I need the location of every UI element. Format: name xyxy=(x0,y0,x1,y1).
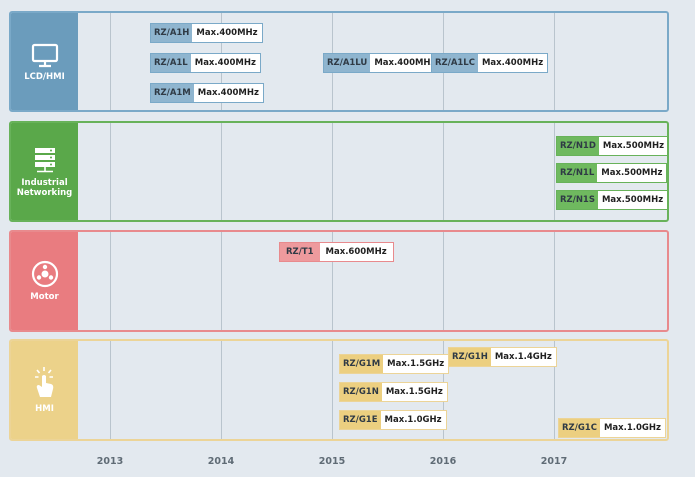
chip-rz-g1n[interactable]: RZ/G1N Max.1.5GHz xyxy=(339,382,448,402)
chip-spec: Max.500MHz xyxy=(598,137,667,155)
year-label: 2017 xyxy=(540,456,568,467)
chip-rz-n1d[interactable]: RZ/N1D Max.500MHz xyxy=(556,136,667,156)
year-label: 2014 xyxy=(207,456,235,467)
chip-name: RZ/G1N xyxy=(340,383,382,401)
chip-spec: Max.400MHz xyxy=(477,54,548,72)
chip-name: RZ/G1E xyxy=(340,411,381,429)
chip-name: RZ/N1D xyxy=(557,137,599,155)
chip-rz-g1h[interactable]: RZ/G1H Max.1.4GHz xyxy=(448,347,557,367)
year-label: 2015 xyxy=(318,456,346,467)
chip-spec: Max.1.5GHz xyxy=(383,355,449,373)
chip-rz-a1l[interactable]: RZ/A1L Max.400MHz xyxy=(150,53,261,73)
chip-name: RZ/T1 xyxy=(280,243,320,261)
motor-icon xyxy=(31,260,59,288)
chip-spec: Max.500MHz xyxy=(597,191,667,209)
chip-name: RZ/N1S xyxy=(557,191,598,209)
band-lcd-hmi: LCD/HMI RZ/A1H Max.400MHz RZ/A1L Max.400… xyxy=(9,11,669,112)
chip-rz-n1l[interactable]: RZ/N1L Max.500MHz xyxy=(556,163,667,183)
chip-name: RZ/G1C xyxy=(559,419,600,437)
band-label: Motor xyxy=(30,292,59,302)
band-industrial-networking-header: Industrial Networking xyxy=(11,123,78,220)
chip-rz-g1c[interactable]: RZ/G1C Max.1.0GHz xyxy=(558,418,666,438)
chip-spec: Max.1.4GHz xyxy=(490,348,556,366)
chip-rz-n1s[interactable]: RZ/N1S Max.500MHz xyxy=(556,190,667,210)
chip-name: RZ/A1L xyxy=(151,54,191,72)
chip-name: RZ/G1H xyxy=(449,348,491,366)
chip-spec: Max.400MHz xyxy=(192,24,262,42)
chip-rz-a1m[interactable]: RZ/A1M Max.400MHz xyxy=(150,83,264,103)
chip-spec: Max.400MHz xyxy=(370,54,440,72)
chip-rz-g1e[interactable]: RZ/G1E Max.1.0GHz xyxy=(339,410,447,430)
chip-name: RZ/N1L xyxy=(557,164,598,182)
band-hmi: HMI RZ/G1M Max.1.5GHz RZ/G1N Max.1.5GHz … xyxy=(9,339,669,441)
band-industrial-networking: Industrial Networking RZ/N1D Max.500MHz … xyxy=(9,121,669,222)
chip-spec: Max.400MHz xyxy=(190,54,260,72)
chip-spec: Max.400MHz xyxy=(193,84,263,102)
chip-spec: Max.1.0GHz xyxy=(380,411,446,429)
chip-name: RZ/G1M xyxy=(340,355,384,373)
year-label: 2016 xyxy=(429,456,457,467)
chip-spec: Max.1.0GHz xyxy=(599,419,665,437)
band-hmi-header: HMI xyxy=(11,341,78,439)
server-icon xyxy=(32,146,58,174)
chip-name: RZ/A1H xyxy=(151,24,193,42)
chip-rz-a1h[interactable]: RZ/A1H Max.400MHz xyxy=(150,23,263,43)
chip-rz-g1m[interactable]: RZ/G1M Max.1.5GHz xyxy=(339,354,450,374)
band-label: Industrial Networking xyxy=(16,177,73,198)
band-label: LCD/HMI xyxy=(24,71,65,82)
chip-name: RZ/A1LU xyxy=(324,54,371,72)
band-motor-header: Motor xyxy=(11,232,78,330)
chip-name: RZ/A1M xyxy=(151,84,194,102)
chip-rz-a1lu[interactable]: RZ/A1LU Max.400MHz xyxy=(323,53,441,73)
band-motor: Motor RZ/T1 Max.600MHz xyxy=(9,230,669,332)
chip-spec: Max.1.5GHz xyxy=(381,383,447,401)
band-lcd-hmi-header: LCD/HMI xyxy=(11,13,78,110)
chip-spec: Max.600MHz xyxy=(319,243,393,261)
band-label: HMI xyxy=(35,404,54,414)
chip-rz-t1[interactable]: RZ/T1 Max.600MHz xyxy=(279,242,394,262)
touch-hand-icon xyxy=(31,366,59,400)
monitor-icon xyxy=(30,42,60,68)
chip-name: RZ/A1LC xyxy=(432,54,478,72)
year-label: 2013 xyxy=(96,456,124,467)
chip-spec: Max.500MHz xyxy=(597,164,667,182)
chip-rz-a1lc[interactable]: RZ/A1LC Max.400MHz xyxy=(431,53,549,73)
